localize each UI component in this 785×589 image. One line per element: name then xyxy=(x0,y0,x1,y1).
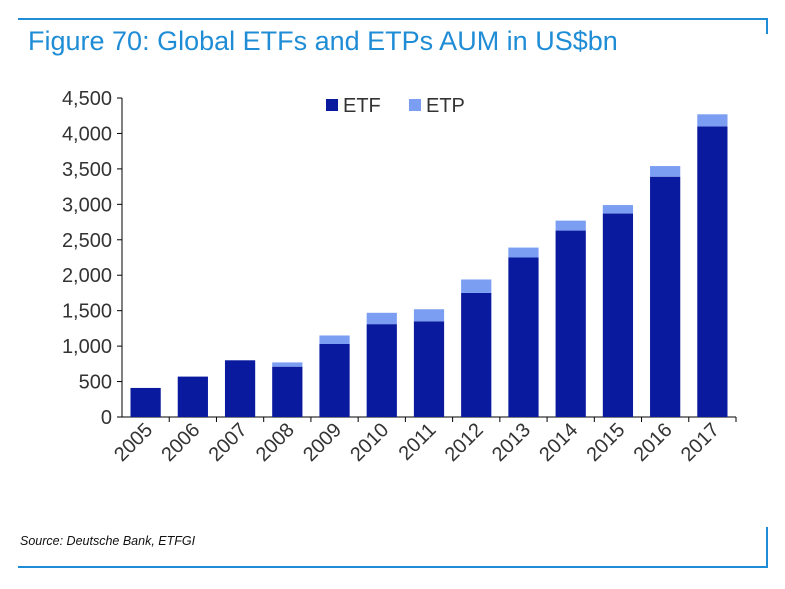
bar-etf-2007 xyxy=(224,360,256,417)
y-tick-label: 1,500 xyxy=(62,301,112,323)
bar-etp-2014 xyxy=(555,220,586,231)
bar-etf-2011 xyxy=(413,321,445,417)
y-tick-label: 0 xyxy=(101,407,112,429)
y-tick-label: 1,000 xyxy=(62,336,112,358)
x-tick-label: 2014 xyxy=(535,419,582,466)
y-tick-label: 3,500 xyxy=(62,159,112,181)
bar-etp-2008 xyxy=(272,362,303,367)
x-tick-label: 2012 xyxy=(441,419,488,466)
bar-etf-2005 xyxy=(130,387,161,417)
bar-etf-2012 xyxy=(461,292,492,417)
x-tick-label: 2005 xyxy=(110,419,157,466)
bar-etp-2011 xyxy=(413,309,445,322)
bar-etp-2017 xyxy=(697,114,728,127)
bar-etp-2010 xyxy=(366,312,397,325)
x-tick-label: 2015 xyxy=(582,419,629,466)
y-tick-label: 3,000 xyxy=(62,194,112,216)
bar-etf-2009 xyxy=(319,343,350,417)
x-tick-label: 2007 xyxy=(205,419,252,466)
bar-etf-2016 xyxy=(650,176,681,417)
legend-label-etf: ETF xyxy=(343,95,381,117)
top-rule-tick xyxy=(766,18,768,34)
bar-etf-2006 xyxy=(177,376,208,417)
x-tick-label: 2011 xyxy=(395,419,441,465)
bar-etf-2013 xyxy=(508,257,539,417)
bar-etp-2015 xyxy=(602,205,634,214)
bar-etp-2016 xyxy=(650,166,681,177)
x-tick-label: 2017 xyxy=(677,419,724,466)
y-tick-label: 2,500 xyxy=(62,230,112,252)
bar-etf-2015 xyxy=(602,213,634,417)
y-tick-label: 4,000 xyxy=(62,123,112,145)
legend-swatch-etf xyxy=(326,99,338,111)
bar-etf-2008 xyxy=(272,366,303,417)
bar-etf-2017 xyxy=(697,126,728,417)
x-tick-label: 2008 xyxy=(252,419,299,466)
x-tick-label: 2013 xyxy=(488,419,535,466)
y-tick-label: 2,000 xyxy=(62,265,112,287)
bottom-rule xyxy=(18,566,768,568)
x-tick-label: 2009 xyxy=(299,419,346,466)
bar-etp-2012 xyxy=(461,279,492,293)
x-tick-label: 2016 xyxy=(630,419,677,466)
y-tick-label: 4,500 xyxy=(62,88,112,110)
bar-etf-2010 xyxy=(366,324,397,417)
legend-swatch-etp xyxy=(409,99,421,111)
figure-title: Figure 70: Global ETFs and ETPs AUM in U… xyxy=(28,26,618,56)
bar-etp-2009 xyxy=(319,335,350,344)
bar-etf-2014 xyxy=(555,230,586,417)
y-tick-label: 500 xyxy=(79,372,112,394)
x-tick-label: 2006 xyxy=(157,419,204,466)
source-note: Source: Deutsche Bank, ETFGI xyxy=(20,534,196,548)
top-rule xyxy=(18,18,768,20)
bar-etp-2013 xyxy=(508,247,539,258)
legend-label-etp: ETP xyxy=(426,95,465,117)
x-tick-label: 2010 xyxy=(346,419,393,466)
bottom-rule-tick xyxy=(766,527,768,567)
